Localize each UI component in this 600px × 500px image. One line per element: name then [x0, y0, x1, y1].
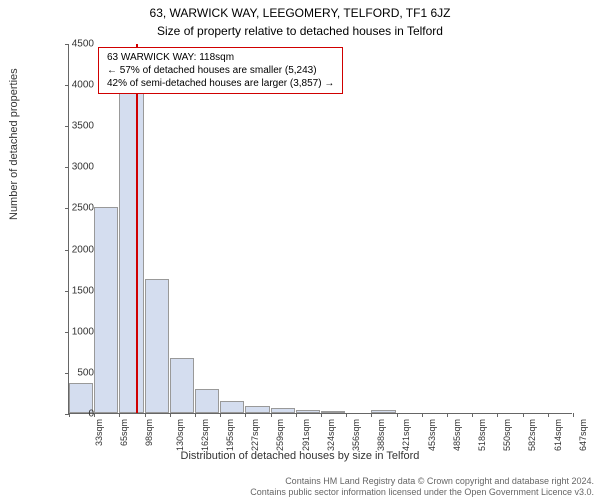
- x-tick-label: 550sqm: [502, 419, 512, 451]
- histogram-bar: [271, 408, 295, 413]
- histogram-bar: [220, 401, 244, 413]
- x-tick-label: 421sqm: [401, 419, 411, 451]
- x-tick-label: 388sqm: [376, 419, 386, 451]
- x-tick-label: 227sqm: [250, 419, 260, 451]
- x-tick-mark: [346, 413, 347, 417]
- chart-plot-area: 33sqm65sqm98sqm130sqm162sqm195sqm227sqm2…: [68, 44, 572, 414]
- chart-title-line1: 63, WARWICK WAY, LEEGOMERY, TELFORD, TF1…: [0, 6, 600, 20]
- x-tick-label: 130sqm: [175, 419, 185, 451]
- x-tick-label: 582sqm: [527, 419, 537, 451]
- x-tick-mark: [296, 413, 297, 417]
- y-tick-label: 3000: [44, 162, 94, 173]
- x-tick-label: 518sqm: [477, 419, 487, 451]
- x-tick-mark: [119, 413, 120, 417]
- footer-attribution: Contains HM Land Registry data © Crown c…: [0, 476, 594, 498]
- y-tick-label: 0: [44, 409, 94, 420]
- property-marker-line: [136, 44, 138, 413]
- histogram-bar: [145, 279, 169, 413]
- footer-line1: Contains HM Land Registry data © Crown c…: [0, 476, 594, 487]
- x-tick-label: 65sqm: [119, 419, 129, 446]
- x-tick-mark: [422, 413, 423, 417]
- x-tick-label: 33sqm: [94, 419, 104, 446]
- x-tick-mark: [472, 413, 473, 417]
- x-tick-label: 259sqm: [275, 419, 285, 451]
- footer-line2: Contains public sector information licen…: [0, 487, 594, 498]
- y-tick-label: 3500: [44, 121, 94, 132]
- x-tick-label: 98sqm: [144, 419, 154, 446]
- x-tick-label: 647sqm: [578, 419, 588, 451]
- x-tick-label: 324sqm: [326, 419, 336, 451]
- x-tick-label: 356sqm: [351, 419, 361, 451]
- callout-line1: 63 WARWICK WAY: 118sqm: [107, 51, 334, 64]
- histogram-bar: [119, 76, 143, 413]
- marker-callout: 63 WARWICK WAY: 118sqm ← 57% of detached…: [98, 47, 343, 94]
- x-tick-mark: [321, 413, 322, 417]
- x-tick-mark: [523, 413, 524, 417]
- x-tick-mark: [447, 413, 448, 417]
- histogram-bar: [296, 410, 320, 413]
- x-tick-label: 291sqm: [301, 419, 311, 451]
- x-tick-mark: [170, 413, 171, 417]
- y-tick-label: 4500: [44, 39, 94, 50]
- x-tick-mark: [271, 413, 272, 417]
- y-tick-label: 500: [44, 367, 94, 378]
- y-tick-label: 1500: [44, 285, 94, 296]
- y-axis-label: Number of detached properties: [8, 68, 20, 220]
- x-axis-label: Distribution of detached houses by size …: [0, 450, 600, 462]
- callout-line3: 42% of semi-detached houses are larger (…: [107, 77, 334, 90]
- x-tick-mark: [371, 413, 372, 417]
- x-tick-label: 453sqm: [427, 419, 437, 451]
- x-tick-mark: [94, 413, 95, 417]
- x-tick-mark: [397, 413, 398, 417]
- x-tick-mark: [145, 413, 146, 417]
- y-tick-label: 2500: [44, 203, 94, 214]
- x-tick-label: 162sqm: [200, 419, 210, 451]
- histogram-bar: [94, 207, 118, 413]
- x-tick-label: 195sqm: [225, 419, 235, 451]
- histogram-bar: [321, 411, 345, 413]
- histogram-bar: [170, 358, 194, 413]
- y-tick-label: 4000: [44, 80, 94, 91]
- x-tick-mark: [497, 413, 498, 417]
- callout-line2: ← 57% of detached houses are smaller (5,…: [107, 64, 334, 77]
- histogram-bar: [245, 406, 269, 413]
- chart-title-line2: Size of property relative to detached ho…: [0, 24, 600, 38]
- x-tick-mark: [573, 413, 574, 417]
- x-tick-mark: [548, 413, 549, 417]
- x-tick-label: 485sqm: [452, 419, 462, 451]
- histogram-bar: [195, 389, 219, 413]
- x-tick-mark: [195, 413, 196, 417]
- x-tick-label: 614sqm: [553, 419, 563, 451]
- histogram-bar: [371, 410, 395, 413]
- x-tick-mark: [220, 413, 221, 417]
- y-tick-label: 2000: [44, 244, 94, 255]
- x-tick-mark: [245, 413, 246, 417]
- y-tick-label: 1000: [44, 326, 94, 337]
